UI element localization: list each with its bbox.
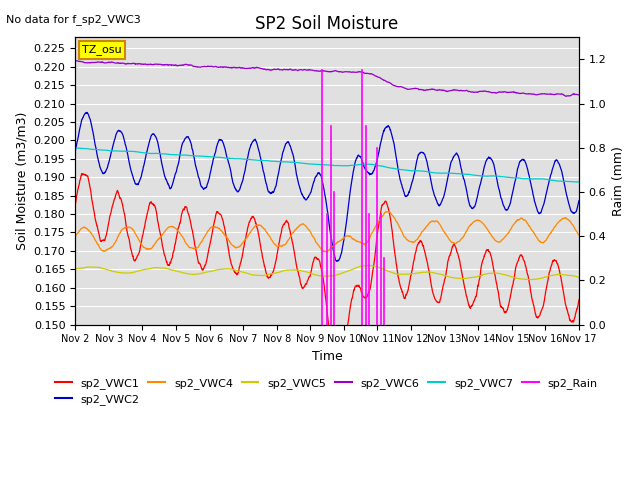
Title: SP2 Soil Moisture: SP2 Soil Moisture	[255, 15, 399, 33]
sp2_VWC2	[97, 167, 105, 173]
sp2_VWC1	[71, 203, 79, 209]
sp2_VWC7	[71, 145, 79, 151]
sp2_VWC1	[575, 297, 583, 302]
sp2_VWC5	[528, 277, 536, 283]
sp2_VWC6	[575, 92, 583, 98]
sp2_VWC5	[71, 266, 79, 272]
sp2_VWC7	[560, 178, 568, 184]
sp2_VWC6	[71, 59, 79, 64]
sp2_VWC6	[303, 67, 311, 73]
sp2_VWC2	[468, 205, 476, 211]
sp2_VWC4	[316, 245, 324, 251]
sp2_VWC6	[561, 93, 568, 98]
sp2_VWC4	[561, 215, 569, 221]
Y-axis label: Raim (mm): Raim (mm)	[612, 146, 625, 216]
Legend: sp2_VWC1, sp2_VWC2, sp2_VWC4, sp2_VWC5, sp2_VWC6, sp2_VWC7, sp2_Rain: sp2_VWC1, sp2_VWC2, sp2_VWC4, sp2_VWC5, …	[51, 373, 602, 409]
sp2_VWC7	[561, 179, 568, 184]
sp2_VWC1	[334, 375, 342, 381]
sp2_VWC7	[575, 179, 583, 185]
sp2_VWC2	[303, 196, 311, 202]
X-axis label: Time: Time	[312, 350, 342, 363]
sp2_VWC7	[316, 162, 324, 168]
sp2_VWC7	[97, 147, 105, 153]
Y-axis label: Soil Moisture (m3/m3): Soil Moisture (m3/m3)	[15, 112, 28, 250]
sp2_VWC6	[562, 94, 570, 99]
sp2_VWC5	[363, 263, 371, 268]
sp2_VWC6	[74, 58, 81, 63]
sp2_VWC5	[97, 265, 105, 271]
Line: sp2_VWC6: sp2_VWC6	[75, 60, 579, 96]
sp2_VWC2	[317, 172, 324, 178]
sp2_VWC7	[468, 172, 476, 178]
sp2_VWC1	[303, 279, 311, 285]
Line: sp2_VWC5: sp2_VWC5	[75, 265, 579, 280]
sp2_VWC4	[303, 224, 310, 230]
sp2_VWC4	[561, 215, 568, 221]
sp2_VWC6	[561, 93, 568, 98]
Line: sp2_VWC4: sp2_VWC4	[75, 212, 579, 252]
sp2_VWC5	[303, 269, 310, 275]
sp2_VWC2	[561, 183, 569, 189]
sp2_VWC4	[323, 249, 330, 254]
sp2_VWC1	[317, 263, 324, 268]
sp2_VWC4	[71, 234, 79, 240]
sp2_VWC6	[97, 59, 105, 65]
sp2_VWC2	[561, 182, 568, 188]
sp2_VWC4	[468, 220, 476, 226]
sp2_VWC1	[78, 171, 86, 177]
sp2_VWC2	[83, 109, 91, 115]
Line: sp2_VWC7: sp2_VWC7	[75, 148, 579, 182]
sp2_VWC2	[575, 198, 583, 204]
Line: sp2_VWC2: sp2_VWC2	[75, 112, 579, 261]
sp2_VWC4	[575, 232, 583, 238]
sp2_VWC1	[561, 298, 569, 304]
Text: No data for f_sp2_VWC3: No data for f_sp2_VWC3	[6, 14, 141, 25]
sp2_VWC1	[468, 302, 476, 308]
sp2_VWC1	[561, 296, 568, 302]
sp2_VWC2	[333, 258, 340, 264]
Line: sp2_VWC1: sp2_VWC1	[75, 174, 579, 378]
sp2_VWC7	[303, 161, 310, 167]
sp2_VWC2	[71, 149, 79, 155]
Text: TZ_osu: TZ_osu	[82, 44, 122, 55]
sp2_VWC1	[97, 238, 105, 244]
sp2_VWC5	[575, 275, 583, 280]
sp2_VWC4	[97, 246, 105, 252]
sp2_VWC4	[385, 209, 392, 215]
sp2_VWC6	[468, 89, 476, 95]
sp2_VWC7	[575, 179, 582, 185]
sp2_VWC5	[561, 272, 568, 277]
sp2_VWC5	[316, 273, 324, 279]
sp2_VWC6	[317, 68, 324, 74]
sp2_VWC5	[468, 275, 476, 280]
sp2_VWC5	[561, 272, 569, 277]
